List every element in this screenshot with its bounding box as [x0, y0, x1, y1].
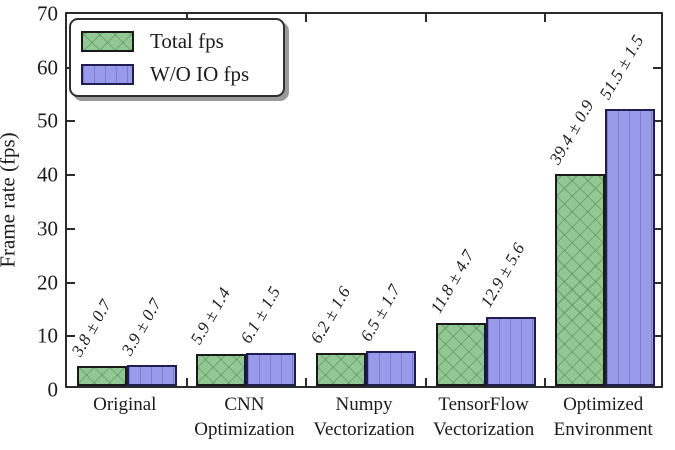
x-axis-group-label: Numpy Vectorization: [313, 392, 414, 442]
y-tick-mark: [653, 120, 661, 123]
y-tick-mark: [653, 227, 661, 230]
bar-value-label: 6.1 ± 1.5: [237, 283, 285, 347]
x-axis-label-line: CNN: [224, 394, 265, 415]
bar-value-label: 51.5 ± 1.5: [595, 32, 648, 103]
y-tick-mark: [653, 335, 661, 338]
bar-total-fps: 11.8 ± 4.7: [426, 246, 486, 386]
x-axis-labels: Original CNN Optimization Numpy Vectorizatio…: [65, 392, 663, 450]
y-tick-mark: [67, 120, 75, 123]
bar-value-label: 3.9 ± 0.7: [117, 295, 166, 359]
x-tick-mark: [185, 378, 188, 386]
bar-total-fps: 39.4 ± 0.9: [546, 97, 606, 386]
green-crosshatch-swatch: [81, 30, 134, 52]
x-tick-mark: [424, 14, 427, 22]
x-axis-label-line: Optimization: [194, 419, 295, 441]
y-tick-label: 10: [37, 323, 58, 348]
y-tick-label: 60: [37, 55, 58, 80]
bar-wo-io-fps: 51.5 ± 1.5: [596, 32, 656, 386]
x-axis-group-label: CNN Optimization: [194, 392, 294, 442]
bar-total-fps: 6.2 ± 1.6: [307, 283, 366, 386]
bar-wo-io-fps: 6.1 ± 1.5: [237, 283, 297, 386]
x-tick-mark: [424, 378, 427, 386]
bar-value-label: 6.5 ± 1.7: [356, 281, 405, 345]
bar-wo-io-fps: 12.9 ± 5.6: [476, 239, 536, 386]
x-axis-label-line: TensorFlow: [438, 394, 529, 415]
legend-item: Total fps: [81, 29, 224, 53]
x-axis-label-line: Vectorization: [313, 419, 415, 441]
x-axis-group-label: TensorFlow Vectorization: [433, 392, 534, 442]
x-tick-mark: [544, 378, 547, 386]
x-axis-label-line: Optimized: [563, 394, 644, 415]
y-tick-mark: [67, 281, 75, 284]
x-tick-mark: [305, 14, 308, 22]
blue-vertical-swatch: [81, 63, 134, 85]
bar-total-fps: 5.9 ± 1.4: [187, 284, 247, 386]
y-tick-mark: [653, 281, 661, 284]
x-axis-label-line: Environment: [553, 419, 653, 441]
legend-item-label: Total fps: [150, 28, 224, 53]
y-tick-mark: [67, 227, 75, 230]
bar-wo-io-fps: 3.9 ± 0.7: [117, 295, 177, 386]
y-tick-label: 20: [37, 270, 58, 295]
legend-item: W/O IO fps: [81, 62, 249, 86]
x-axis-group-label: Optimized Environment: [554, 392, 653, 442]
bar-value-label: 5.9 ± 1.4: [187, 284, 235, 348]
legend-item-label: W/O IO fps: [150, 61, 250, 86]
bar-value-label: 12.9 ± 5.6: [476, 239, 529, 311]
x-axis-label-line: Numpy: [335, 394, 393, 415]
plot-area: 0 10 20 30 40 50 60 70 3.8 ± 0.7 3.9 ± 0.7 5.9 ± 1…: [37, 3, 661, 400]
y-tick-label: 0: [47, 377, 59, 402]
x-tick-mark: [544, 14, 547, 22]
y-tick-mark: [653, 66, 661, 69]
x-axis-label-line: Vectorization: [432, 419, 535, 441]
bar-value-label: 39.4 ± 0.9: [545, 97, 598, 168]
bar-value-label: 6.2 ± 1.6: [306, 282, 355, 347]
legend-box: Total fps W/O IO fps: [69, 18, 285, 97]
y-tick-label: 40: [37, 162, 58, 187]
y-axis-title-holder: Frame rate (fps): [0, 12, 20, 388]
y-tick-label: 30: [37, 216, 58, 241]
plot-frame: 0 10 20 30 40 50 60 70 3.8 ± 0.7 3.9 ± 0.7 5.9 ± 1…: [37, 3, 663, 400]
y-tick-mark: [67, 335, 75, 338]
x-axis-label-line: Original: [93, 394, 157, 415]
bar-total-fps: 3.8 ± 0.7: [67, 296, 127, 386]
x-tick-mark: [305, 378, 308, 386]
x-axis-group-label: Original: [93, 392, 156, 417]
y-axis-title: Frame rate (fps): [0, 132, 20, 268]
bar-wo-io-fps: 6.5 ± 1.7: [357, 281, 416, 386]
y-tick-mark: [653, 174, 661, 177]
y-tick-label: 50: [37, 108, 58, 133]
y-tick-label: 70: [37, 1, 58, 26]
bar-value-label: 3.8 ± 0.7: [67, 295, 116, 360]
y-tick-mark: [67, 174, 75, 177]
bar-value-label: 11.8 ± 4.7: [426, 246, 478, 317]
